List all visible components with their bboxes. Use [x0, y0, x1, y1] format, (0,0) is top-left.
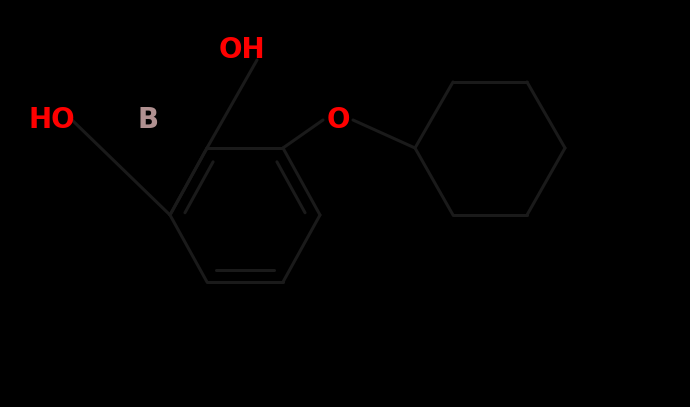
Text: O: O [326, 106, 350, 134]
Text: HO: HO [29, 106, 75, 134]
Text: OH: OH [219, 36, 266, 64]
Text: B: B [137, 106, 159, 134]
